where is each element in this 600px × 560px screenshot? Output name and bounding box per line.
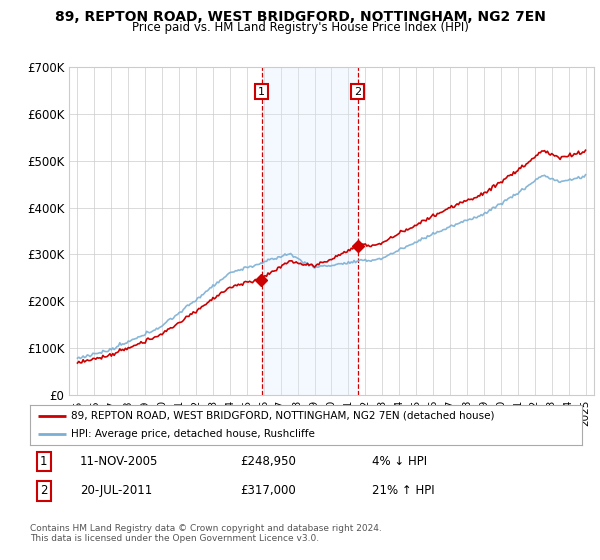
Text: 4% ↓ HPI: 4% ↓ HPI [372, 455, 427, 468]
Text: 1: 1 [40, 455, 47, 468]
Bar [262, 67, 358, 395]
Text: 2: 2 [40, 484, 47, 497]
Text: 21% ↑ HPI: 21% ↑ HPI [372, 484, 435, 497]
Text: £317,000: £317,000 [240, 484, 296, 497]
Text: 1: 1 [258, 87, 265, 96]
Text: £248,950: £248,950 [240, 455, 296, 468]
Text: HPI: Average price, detached house, Rushcliffe: HPI: Average price, detached house, Rush… [71, 430, 315, 439]
Text: 11-NOV-2005: 11-NOV-2005 [80, 455, 158, 468]
Text: 2: 2 [354, 87, 361, 96]
Text: 89, REPTON ROAD, WEST BRIDGFORD, NOTTINGHAM, NG2 7EN (detached house): 89, REPTON ROAD, WEST BRIDGFORD, NOTTING… [71, 411, 495, 421]
Text: Contains HM Land Registry data © Crown copyright and database right 2024.
This d: Contains HM Land Registry data © Crown c… [30, 524, 382, 543]
Text: Price paid vs. HM Land Registry's House Price Index (HPI): Price paid vs. HM Land Registry's House … [131, 21, 469, 34]
Text: 20-JUL-2011: 20-JUL-2011 [80, 484, 152, 497]
Text: 89, REPTON ROAD, WEST BRIDGFORD, NOTTINGHAM, NG2 7EN: 89, REPTON ROAD, WEST BRIDGFORD, NOTTING… [55, 10, 545, 24]
